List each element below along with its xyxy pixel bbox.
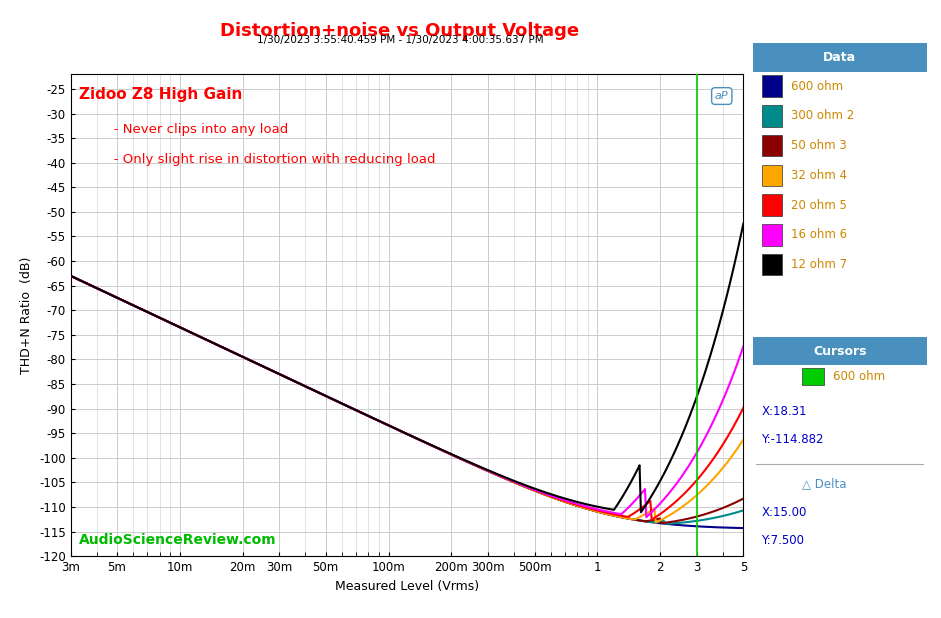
- Text: Zidoo Z8 High Gain: Zidoo Z8 High Gain: [79, 87, 243, 102]
- X-axis label: Measured Level (Vrms): Measured Level (Vrms): [335, 580, 479, 593]
- Text: X:15.00: X:15.00: [761, 506, 806, 519]
- Text: 12 ohm 7: 12 ohm 7: [791, 258, 847, 271]
- Bar: [753, 43, 927, 72]
- Text: - Never clips into any load: - Never clips into any load: [101, 123, 288, 136]
- Bar: [761, 135, 782, 156]
- Bar: [802, 368, 824, 385]
- Bar: [761, 224, 782, 245]
- Text: Y:7.500: Y:7.500: [761, 535, 805, 548]
- Bar: [753, 337, 927, 365]
- Text: aP: aP: [715, 91, 728, 101]
- Text: Cursors: Cursors: [813, 345, 867, 358]
- Text: AudioScienceReview.com: AudioScienceReview.com: [79, 533, 277, 547]
- Text: Data: Data: [823, 51, 856, 64]
- Bar: [761, 164, 782, 186]
- Text: 20 ohm 5: 20 ohm 5: [791, 198, 847, 211]
- Text: 300 ohm 2: 300 ohm 2: [791, 109, 854, 122]
- Text: Y:-114.882: Y:-114.882: [761, 433, 824, 446]
- Text: 600 ohm: 600 ohm: [833, 370, 885, 383]
- Text: 1/30/2023 3:55:40.459 PM - 1/30/2023 4:00:35.637 PM: 1/30/2023 3:55:40.459 PM - 1/30/2023 4:0…: [257, 35, 543, 45]
- Text: 32 ohm 4: 32 ohm 4: [791, 169, 847, 182]
- Text: 600 ohm: 600 ohm: [791, 80, 843, 93]
- Text: Distortion+noise vs Output Voltage: Distortion+noise vs Output Voltage: [220, 22, 580, 40]
- Bar: [761, 194, 782, 216]
- Text: - Only slight rise in distortion with reducing load: - Only slight rise in distortion with re…: [101, 153, 436, 166]
- Bar: [761, 105, 782, 127]
- Y-axis label: THD+N Ratio  (dB): THD+N Ratio (dB): [21, 256, 34, 374]
- Text: 50 ohm 3: 50 ohm 3: [791, 139, 847, 152]
- Bar: [761, 75, 782, 97]
- Text: X:18.31: X:18.31: [761, 405, 807, 418]
- Text: △ Delta: △ Delta: [802, 477, 846, 490]
- Bar: [761, 254, 782, 275]
- Text: 16 ohm 6: 16 ohm 6: [791, 228, 847, 241]
